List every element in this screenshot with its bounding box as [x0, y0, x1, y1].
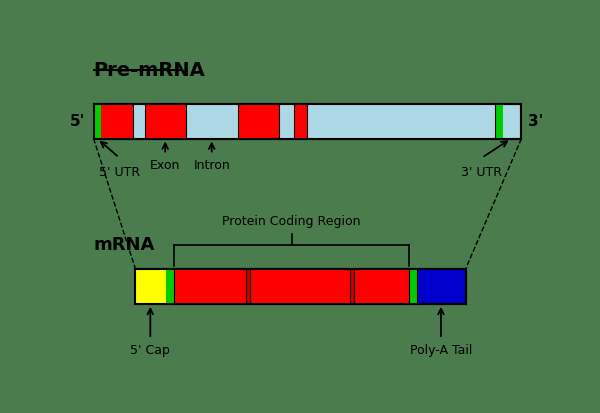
Bar — [409, 269, 417, 304]
Bar — [136, 269, 166, 304]
Bar — [185, 104, 238, 139]
Text: 5': 5' — [70, 114, 85, 128]
Bar — [278, 104, 293, 139]
Text: mRNA: mRNA — [94, 235, 155, 254]
Bar — [136, 269, 466, 304]
Bar — [133, 104, 145, 139]
Bar — [101, 104, 133, 139]
Text: Protein Coding Region: Protein Coding Region — [223, 215, 361, 228]
Bar — [145, 104, 185, 139]
Text: 5' UTR: 5' UTR — [98, 166, 140, 179]
Bar — [94, 104, 521, 139]
Bar — [250, 269, 350, 304]
Text: 3': 3' — [529, 114, 544, 128]
Bar — [496, 104, 503, 139]
Bar — [350, 269, 353, 304]
Bar — [94, 104, 521, 139]
Bar — [293, 104, 307, 139]
Bar — [246, 269, 250, 304]
Bar — [307, 104, 496, 139]
Bar — [94, 104, 101, 139]
Text: Intron: Intron — [193, 159, 230, 172]
Bar — [174, 269, 246, 304]
Text: Exon: Exon — [150, 159, 181, 172]
Text: Pre-mRNA: Pre-mRNA — [94, 61, 205, 80]
Bar — [353, 269, 409, 304]
Bar — [417, 269, 466, 304]
Bar — [238, 104, 278, 139]
Text: 5' Cap: 5' Cap — [130, 344, 170, 357]
Text: 3' UTR: 3' UTR — [461, 166, 502, 179]
Bar — [166, 269, 174, 304]
Text: Poly-A Tail: Poly-A Tail — [410, 344, 472, 357]
Bar — [136, 269, 466, 304]
